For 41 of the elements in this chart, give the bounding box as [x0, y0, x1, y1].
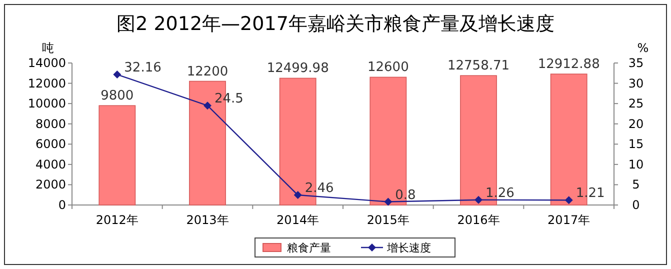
legend-label: 增长速度 — [386, 242, 431, 254]
point — [204, 102, 212, 110]
legend-label: 粮食产量 — [287, 242, 331, 254]
x-tick-label: 2014年 — [276, 213, 320, 227]
data-label: 12758.71 — [447, 58, 510, 74]
y2-tick-label: 20 — [628, 116, 644, 131]
chart-title: 图2 2012年—2017年嘉峪关市粮食产量及增长速度 — [116, 13, 554, 35]
x-tick-label: 2016年 — [457, 213, 500, 227]
y2-tick-label: 15 — [628, 137, 644, 152]
point — [564, 196, 573, 204]
x-tick-label: 2013年 — [186, 213, 229, 227]
y2-tick-label: 30 — [628, 76, 644, 90]
y-axis-title: 吨 — [42, 41, 54, 55]
y2-axis-title: % — [637, 41, 649, 55]
y2-tick-label: 35 — [628, 56, 644, 70]
point — [113, 70, 122, 79]
y-tick-label: 10000 — [28, 96, 66, 111]
bar — [98, 105, 136, 206]
y2-tick-label: 5 — [632, 178, 640, 192]
x-tick-label: 2017年 — [548, 213, 590, 227]
point — [294, 191, 302, 200]
y-tick-label: 8000 — [35, 116, 66, 131]
data-label: 9800 — [100, 88, 134, 104]
y-tick-label: 2000 — [35, 178, 66, 192]
y2-tick-label: 10 — [628, 157, 644, 172]
data-label: 12600 — [367, 60, 409, 76]
data-label: 32.16 — [124, 60, 162, 76]
point — [384, 198, 392, 206]
y-tick-label: 12000 — [28, 76, 66, 90]
y2-tick-label: 0 — [632, 198, 640, 212]
y-tick-label: 6000 — [35, 137, 66, 152]
y-tick-label: 0 — [58, 198, 66, 212]
data-label: 12912.88 — [538, 57, 600, 72]
data-label: 12499.98 — [266, 61, 329, 76]
data-label: 12200 — [186, 64, 228, 80]
point — [474, 196, 482, 204]
y-tick-label: 4000 — [35, 157, 66, 172]
y-tick-label: 14000 — [28, 56, 66, 70]
x-tick-label: 2015年 — [366, 213, 410, 227]
x-tick-label: 2012年 — [96, 213, 138, 227]
y2-tick-label: 25 — [628, 96, 644, 111]
